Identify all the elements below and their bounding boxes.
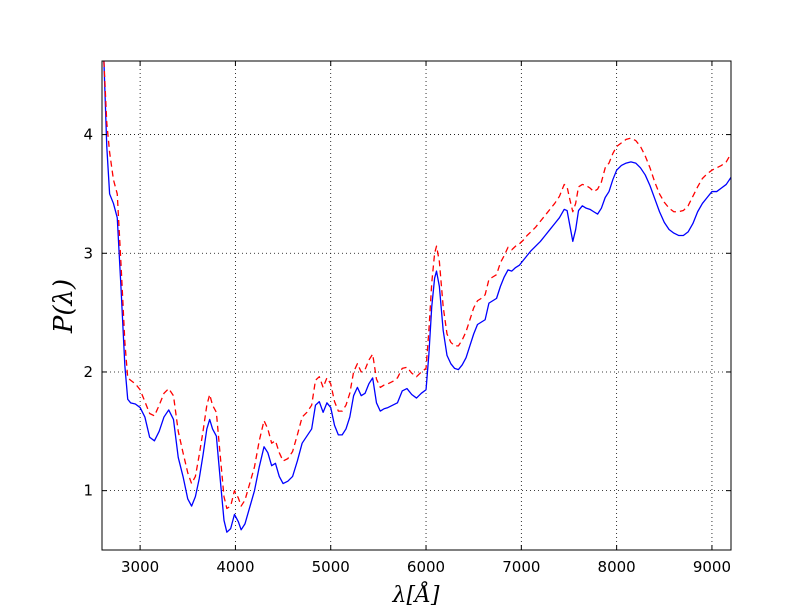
series-layer <box>103 61 731 533</box>
plot-area <box>102 61 731 550</box>
y-tick-label: 2 <box>83 363 93 381</box>
y-tick-label: 4 <box>83 126 93 144</box>
x-tick-label: 7000 <box>502 558 540 576</box>
y-axis-label: P(λ) <box>49 279 79 334</box>
x-tick-label: 8000 <box>598 558 636 576</box>
x-tick-label: 5000 <box>312 558 350 576</box>
y-tick-label: 1 <box>83 482 93 500</box>
solid-blue-series-line <box>103 61 731 533</box>
grid <box>102 61 731 550</box>
ticks <box>102 61 731 550</box>
x-tick-label: 6000 <box>407 558 445 576</box>
y-tick-label: 3 <box>83 244 93 262</box>
x-tick-label: 9000 <box>693 558 731 576</box>
dashed-red-series-line <box>103 61 731 510</box>
plot-frame <box>101 60 732 551</box>
x-tick-label: 4000 <box>216 558 254 576</box>
x-axis-label: λ[Å] <box>392 580 440 608</box>
tick-labels: 3000 4000 5000 6000 7000 8000 9000 1 2 3 4 <box>83 126 731 576</box>
x-tick-label: 3000 <box>121 558 159 576</box>
